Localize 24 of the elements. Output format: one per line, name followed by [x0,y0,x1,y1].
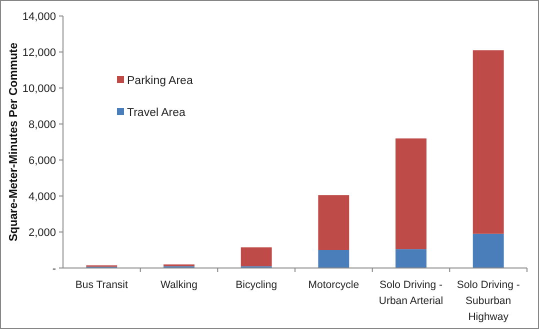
y-tick-label: 6,000 [28,154,56,167]
y-axis-title: Square-Meter-Minutes Per Commute [8,42,20,242]
y-tick-label: 12,000 [22,46,56,59]
y-tick-label: 10,000 [22,82,56,95]
x-tick-label: Bicycling [236,279,278,291]
x-tick-label: Motorcycle [308,279,360,291]
bar [240,247,272,266]
y-tick-label: - [52,262,56,275]
legend-label: Travel Area [127,107,186,120]
y-tick-label: 8,000 [28,118,56,131]
legend-label: Parking Area [127,75,194,88]
x-tick-label: Solo Driving - Urban Arterial [378,279,444,307]
bar [318,195,350,250]
bar [396,249,426,268]
x-tick-label: Solo Driving - Suburban Highway [456,279,520,323]
bar [472,234,504,268]
x-tick-label: Bus Transit [75,279,128,291]
y-tick-label: 2,000 [28,226,56,239]
bar [396,138,426,250]
bar [318,250,350,268]
y-tick-label: 4,000 [28,190,56,203]
x-tick-label: Walking [160,279,198,291]
bar [472,50,504,234]
y-tick-label: 14,000 [22,10,56,23]
